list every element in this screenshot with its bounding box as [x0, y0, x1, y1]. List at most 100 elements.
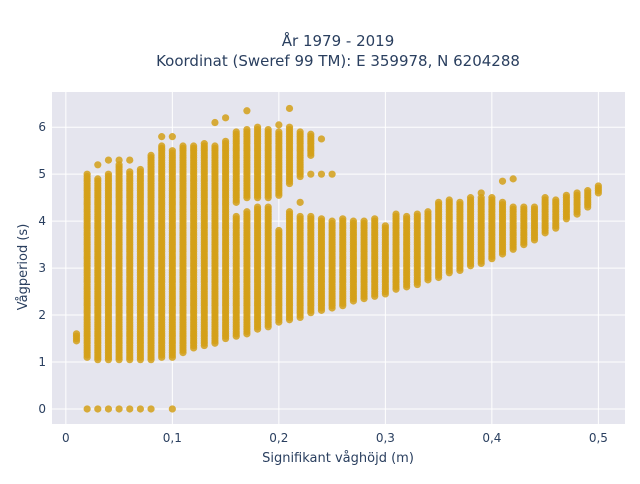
data-point: [424, 208, 432, 216]
x-tick-label: 0,3: [376, 431, 395, 445]
data-point: [307, 170, 315, 178]
data-point: [488, 194, 496, 202]
x-tick-label: 0,5: [589, 431, 608, 445]
y-axis-title: Vågperiod (s): [16, 224, 31, 311]
x-tick-label: 0,1: [163, 431, 182, 445]
data-point: [104, 170, 113, 178]
data-point: [307, 212, 315, 221]
plot-background: [52, 92, 625, 424]
data-point: [466, 194, 475, 202]
data-point: [83, 405, 91, 413]
data-point: [126, 156, 134, 164]
data-point: [253, 123, 262, 131]
data-point: [520, 203, 528, 211]
data-point: [594, 182, 602, 190]
y-tick-label: 1: [38, 355, 46, 369]
data-point: [222, 114, 230, 122]
data-point: [83, 170, 91, 178]
data-point: [243, 125, 251, 134]
data-point: [168, 133, 176, 141]
data-point: [147, 151, 155, 159]
data-point: [94, 175, 102, 183]
data-point: [552, 196, 560, 204]
y-tick-label: 3: [38, 261, 46, 275]
data-point: [222, 137, 230, 145]
data-point: [477, 189, 485, 197]
data-point: [275, 226, 283, 235]
data-point: [339, 215, 347, 223]
data-point: [584, 187, 592, 195]
x-tick-label: 0,4: [482, 431, 501, 445]
x-tick-label: 0,2: [269, 431, 288, 445]
data-point: [136, 165, 144, 174]
data-point: [115, 156, 123, 164]
data-point: [285, 104, 294, 113]
data-point: [126, 405, 134, 413]
data-points: [72, 104, 602, 413]
data-point: [253, 203, 262, 211]
data-point: [371, 215, 379, 223]
data-point: [147, 405, 155, 413]
data-point: [94, 161, 102, 169]
y-tick-label: 5: [38, 167, 46, 181]
data-point: [498, 177, 507, 185]
data-point: [243, 107, 251, 115]
data-point: [264, 203, 272, 211]
data-point: [285, 208, 294, 216]
data-point: [211, 118, 219, 127]
data-point: [509, 203, 517, 211]
chart-title-line-2: Koordinat (Sweref 99 TM): E 359978, N 62…: [156, 52, 520, 70]
data-point: [573, 189, 581, 197]
data-point: [530, 203, 539, 211]
data-point: [168, 147, 176, 155]
data-point: [158, 142, 166, 150]
x-axis-title: Signifikant våghöjd (m): [262, 451, 414, 466]
data-point: [381, 222, 389, 230]
data-point: [104, 405, 113, 413]
data-point: [307, 130, 315, 138]
data-point: [94, 405, 102, 413]
data-point: [296, 198, 304, 206]
y-tick-label: 0: [38, 402, 46, 416]
data-point: [445, 196, 453, 204]
axes: 0 0,1 0,2 0,3 0,4 0,5 0 1 2 3 4 5 6: [38, 120, 608, 445]
data-point: [328, 170, 336, 178]
data-point: [296, 212, 304, 221]
data-point: [328, 217, 336, 225]
data-point: [72, 330, 81, 338]
data-point: [317, 215, 326, 223]
data-point: [232, 128, 240, 136]
data-point: [541, 194, 549, 202]
data-point: [392, 210, 400, 218]
data-point: [509, 175, 517, 183]
data-point: [275, 121, 283, 129]
data-point: [403, 212, 411, 221]
data-point: [104, 156, 113, 164]
data-point: [126, 168, 134, 176]
y-tick-label: 2: [38, 308, 46, 322]
data-point: [264, 125, 272, 134]
data-point: [413, 210, 421, 218]
data-point: [562, 191, 571, 199]
data-point: [232, 212, 240, 221]
y-tick-label: 6: [38, 120, 46, 134]
data-point: [190, 142, 198, 150]
chart-title-line-1: År 1979 - 2019: [282, 31, 395, 50]
data-point: [296, 128, 304, 136]
data-point: [360, 217, 368, 225]
data-point: [179, 142, 187, 150]
data-point: [285, 123, 294, 131]
data-point: [317, 135, 326, 143]
data-point: [349, 217, 358, 225]
data-point: [136, 405, 144, 413]
data-point: [200, 140, 208, 148]
data-point: [168, 405, 176, 413]
y-tick-label: 4: [38, 214, 46, 228]
data-point: [211, 142, 219, 150]
data-point: [456, 198, 464, 206]
data-point: [275, 128, 283, 136]
data-point: [498, 198, 507, 206]
data-point: [435, 198, 443, 206]
